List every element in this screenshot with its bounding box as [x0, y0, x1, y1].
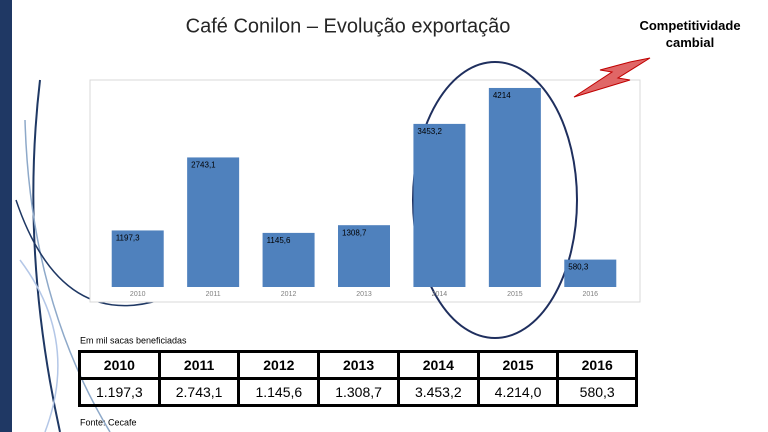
table-header-cell: 2011	[157, 350, 241, 380]
table-cell: 1.308,7	[317, 377, 400, 407]
value-label: 1308,7	[342, 228, 367, 237]
table-cell: 580,3	[556, 377, 638, 407]
bar	[187, 157, 240, 287]
x-tick-label: 2013	[356, 291, 372, 298]
x-tick-label: 2012	[281, 291, 297, 298]
source: Fonte: Cecafe	[80, 417, 137, 427]
side-bar	[0, 0, 12, 432]
unit-note: Em mil sacas beneficiadas	[80, 335, 187, 345]
deco-curve	[19, 259, 59, 432]
value-label: 3453,2	[417, 127, 442, 136]
table-row: 1.197,3 2.743,1 1.145,6 1.308,7 3.453,2 4.214…	[78, 377, 638, 407]
bar	[338, 225, 390, 287]
lightning-icon	[573, 57, 651, 98]
data-table: 2010 2011 2012 2013 2014 2015 2016 1.197,3 2.74…	[78, 350, 638, 407]
value-label: 4214	[493, 91, 511, 100]
deco-curve	[15, 199, 161, 307]
x-tick-label: 2015	[507, 291, 523, 298]
deco-curve	[32, 79, 61, 432]
table-header-cell: 2010	[78, 350, 161, 380]
table-cell: 1.145,6	[237, 377, 321, 407]
table-header: 2010 2011 2012 2013 2014 2015 2016	[78, 350, 638, 380]
annotation-box: Competitividade cambial	[639, 18, 741, 50]
x-tick-label: 2010	[130, 291, 146, 298]
table-header-cell: 2012	[237, 350, 321, 380]
value-label: 2743,1	[191, 161, 216, 170]
bar	[262, 232, 315, 287]
table-header-cell: 2014	[396, 350, 480, 380]
x-tick-label: 2016	[582, 291, 598, 298]
x-tick-label: 2014	[432, 291, 448, 298]
value-label: 1145,6	[267, 236, 291, 245]
value-label: 580,3	[568, 263, 589, 272]
x-tick-label: 2011	[206, 291, 221, 298]
chart-title: Café Conilon – Evolução exportação	[186, 15, 511, 37]
table-cell: 2.743,1	[157, 377, 241, 407]
table-header-cell: 2013	[317, 350, 400, 380]
table-header-cell: 2015	[476, 350, 560, 380]
bar	[413, 123, 466, 287]
bar	[111, 230, 164, 287]
table-cell: 4.214,0	[476, 377, 560, 407]
value-label: 1197,3	[116, 234, 140, 243]
bar	[564, 259, 617, 287]
highlight-ellipse	[412, 61, 578, 339]
bar	[488, 87, 541, 287]
table-cell: 3.453,2	[396, 377, 480, 407]
table-cell: 1.197,3	[78, 377, 161, 407]
annotation: Competitividade cambial	[639, 18, 741, 50]
table-header-cell: 2016	[556, 350, 638, 380]
